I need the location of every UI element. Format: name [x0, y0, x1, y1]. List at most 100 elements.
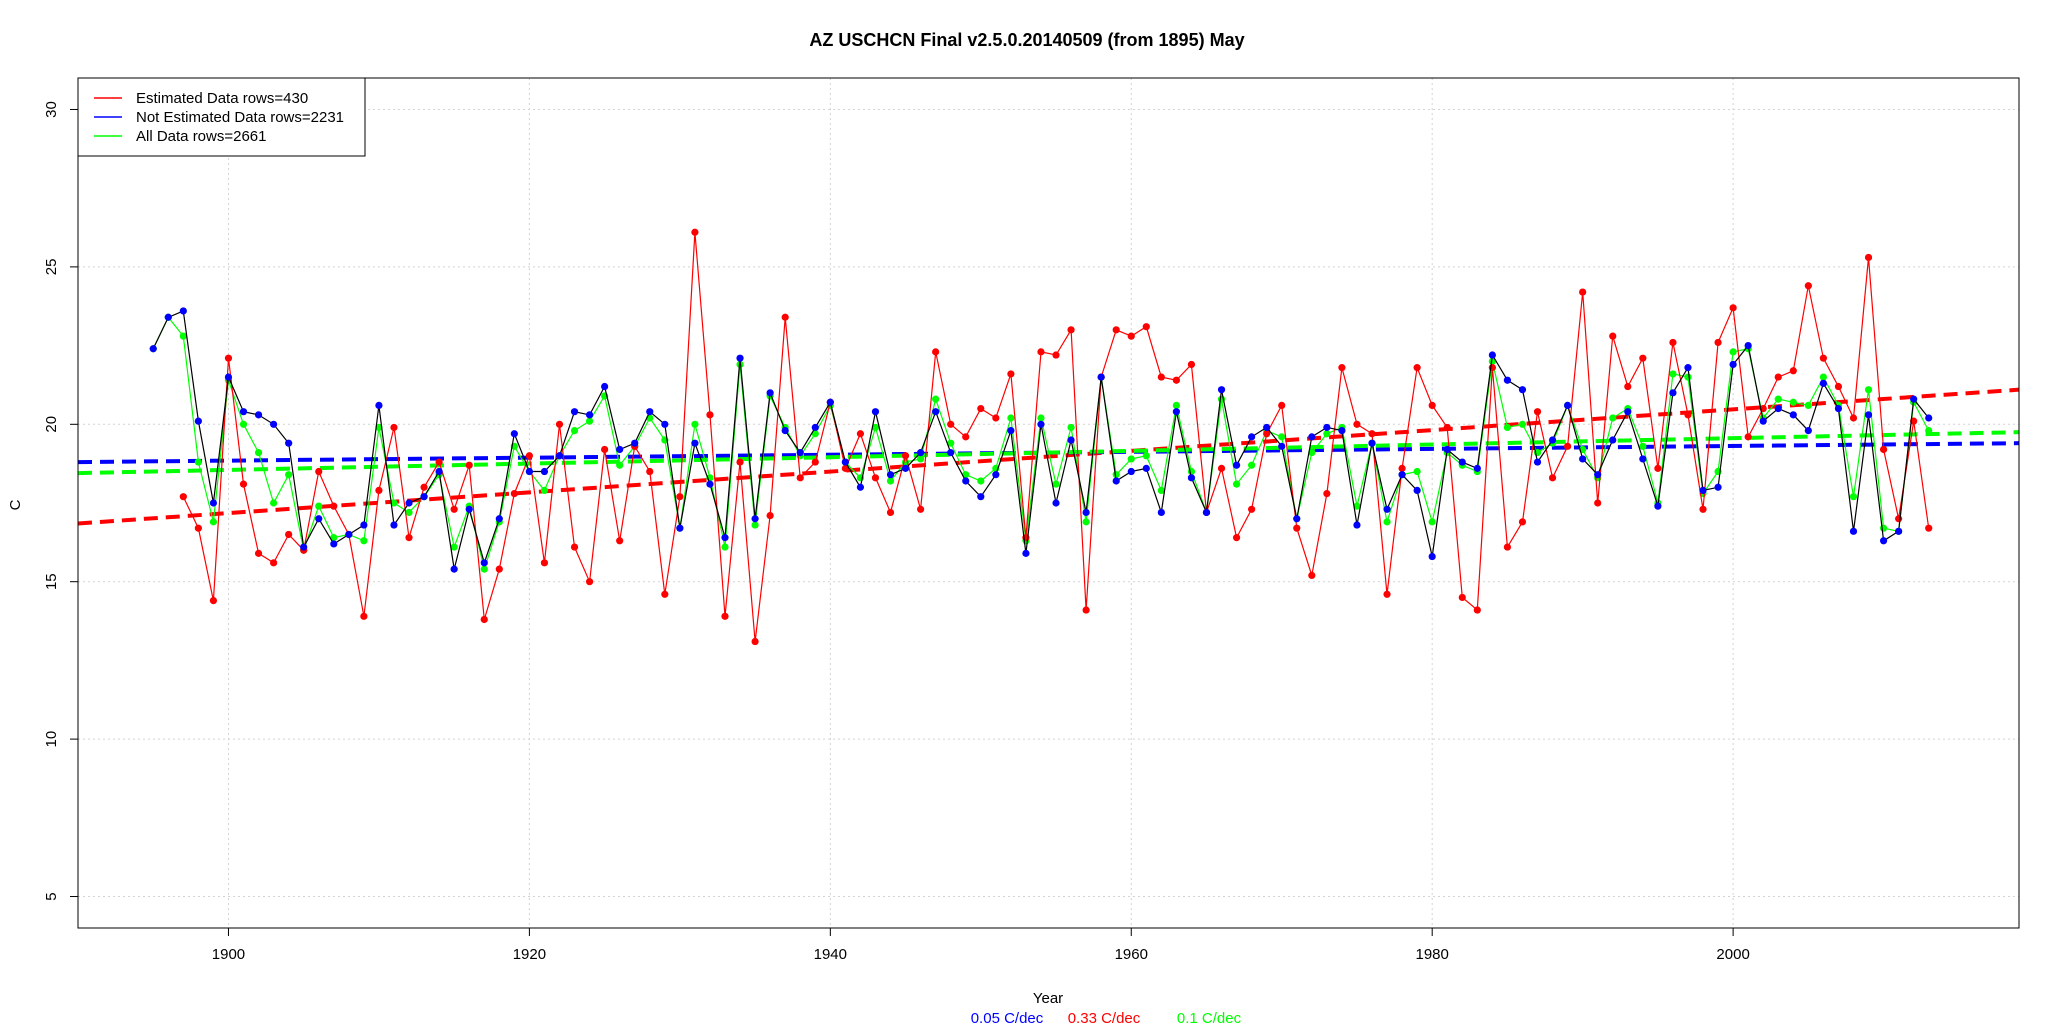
y-tick-label: 15	[43, 573, 60, 590]
legend: Estimated Data rows=430 Not Estimated Dat…	[77, 77, 366, 157]
data-point	[1172, 401, 1180, 410]
data-point	[601, 445, 609, 454]
data-point	[1774, 395, 1782, 403]
data-point	[1639, 455, 1647, 463]
data-point	[375, 401, 383, 410]
data-point	[390, 499, 398, 507]
data-point	[811, 458, 819, 466]
data-point	[992, 414, 1000, 422]
data-point	[585, 578, 594, 586]
data-point	[1037, 414, 1045, 422]
data-point	[1323, 489, 1331, 498]
data-point	[1533, 458, 1542, 466]
data-point	[1789, 398, 1797, 406]
data-point	[375, 486, 383, 495]
data-point	[555, 420, 564, 428]
data-point	[901, 464, 910, 472]
data-point	[751, 637, 759, 646]
data-point	[1338, 426, 1346, 435]
data-point	[796, 474, 804, 482]
data-point	[1308, 449, 1316, 457]
data-point	[1248, 505, 1256, 513]
data-point	[194, 417, 202, 425]
data-point	[1082, 518, 1090, 526]
data-point	[239, 408, 248, 416]
y-axis: 5 10 15 20 25 30	[43, 101, 78, 901]
data-point	[1293, 515, 1301, 523]
data-point	[1052, 351, 1060, 359]
data-point	[1849, 414, 1858, 422]
data-point	[1804, 401, 1812, 410]
data-point	[1879, 524, 1888, 532]
data-point	[495, 565, 503, 573]
data-point	[841, 458, 849, 466]
data-point	[179, 307, 187, 315]
data-point	[1007, 426, 1015, 435]
data-point	[330, 502, 338, 510]
legend-label: Estimated Data rows=430	[136, 90, 308, 107]
data-point	[179, 332, 187, 340]
data-point	[1548, 436, 1557, 444]
data-point	[977, 404, 985, 413]
data-point	[345, 530, 353, 539]
data-point	[1879, 537, 1888, 545]
data-point	[1503, 376, 1512, 384]
data-point	[330, 534, 338, 542]
data-point	[856, 483, 865, 491]
data-point	[1142, 464, 1150, 472]
data-point	[224, 354, 233, 362]
trend-labels: 0.05 C/dec 0.33 C/dec 0.1 C/dec	[971, 1010, 1242, 1026]
data-point	[480, 615, 488, 624]
data-point	[540, 559, 549, 567]
data-point	[616, 445, 624, 454]
data-point	[1548, 474, 1557, 482]
data-point	[661, 420, 669, 428]
data-point	[1669, 370, 1677, 378]
grid	[78, 78, 2019, 928]
trend-label: 0.1 C/dec	[1177, 1010, 1242, 1026]
y-tick-label: 10	[43, 731, 60, 748]
data-point	[1533, 408, 1542, 416]
data-point	[721, 543, 729, 551]
data-point	[1443, 445, 1451, 454]
data-point	[1217, 464, 1226, 472]
data-point	[570, 543, 579, 551]
data-point	[1142, 323, 1150, 331]
data-point	[736, 354, 744, 362]
data-point	[375, 423, 383, 432]
data-point	[480, 559, 488, 567]
data-point	[1323, 423, 1331, 432]
x-axis-label: Year	[1033, 990, 1063, 1007]
data-point	[706, 480, 714, 488]
data-point	[1232, 534, 1241, 542]
data-point	[300, 543, 308, 551]
data-point	[886, 477, 895, 485]
data-point	[1864, 253, 1873, 262]
data-point	[315, 502, 323, 510]
data-point	[1202, 508, 1211, 517]
data-point	[330, 540, 338, 548]
data-point	[1232, 461, 1241, 469]
trend-label: 0.05 C/dec	[971, 1010, 1044, 1026]
x-tick-label: 1960	[1115, 946, 1148, 963]
data-point	[164, 313, 172, 321]
data-point	[1338, 364, 1346, 372]
data-point	[1488, 351, 1496, 359]
data-point	[1503, 543, 1512, 551]
data-point	[1624, 382, 1632, 391]
data-point	[1579, 288, 1587, 296]
data-point	[947, 420, 955, 428]
data-point	[1323, 430, 1331, 438]
data-point	[1127, 332, 1135, 340]
data-point	[1609, 332, 1617, 340]
data-point	[1834, 382, 1843, 391]
data-point	[555, 452, 564, 460]
y-tick-label: 20	[43, 416, 60, 433]
data-point	[616, 461, 624, 469]
data-point	[1353, 502, 1361, 510]
data-point	[1067, 326, 1075, 334]
data-point	[254, 549, 263, 557]
data-point	[405, 499, 413, 507]
data-point	[1278, 433, 1286, 441]
